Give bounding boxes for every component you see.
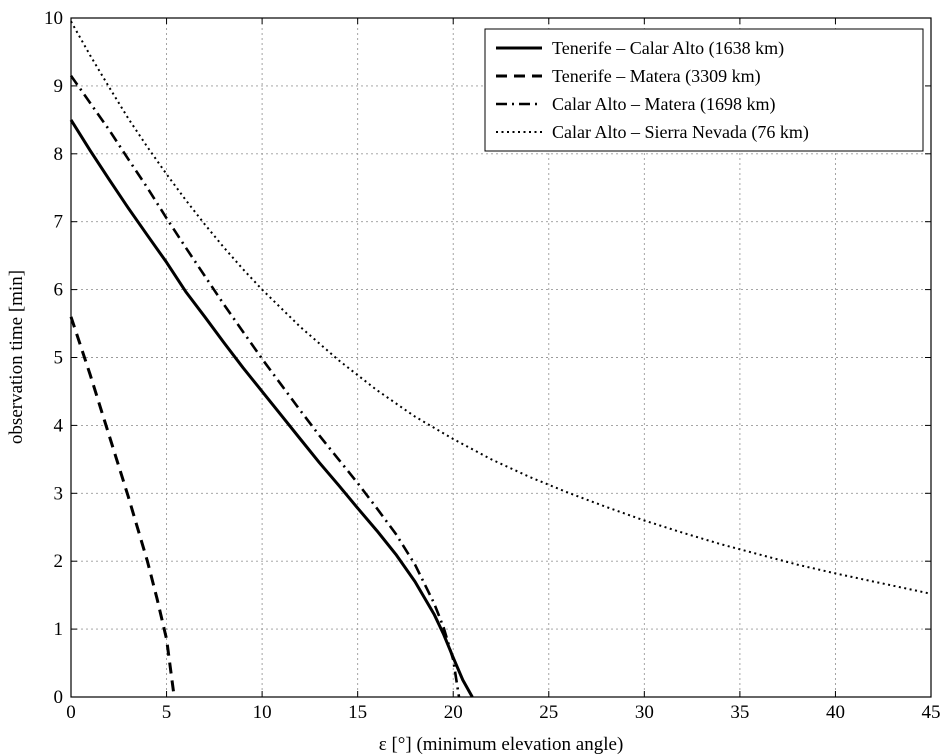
y-tick-label: 5 (54, 348, 64, 369)
y-tick-label: 8 (54, 144, 64, 165)
x-tick-label: 10 (253, 702, 272, 723)
legend-label-3: Calar Alto – Matera (1698 km) (552, 94, 775, 115)
x-tick-label: 25 (539, 702, 558, 723)
y-tick-label: 10 (44, 8, 63, 29)
x-tick-label: 15 (348, 702, 367, 723)
x-tick-label: 45 (922, 702, 941, 723)
y-tick-label: 3 (54, 483, 64, 504)
x-tick-label: 20 (444, 702, 463, 723)
series-line-3 (69, 74, 461, 698)
legend-label-2: Tenerife – Matera (3309 km) (552, 66, 761, 87)
y-tick-label: 1 (54, 619, 64, 640)
legend-label-1: Tenerife – Calar Alto (1638 km) (552, 38, 784, 59)
y-tick-label: 9 (54, 76, 64, 97)
y-tick-label: 0 (54, 687, 64, 708)
y-tick-label: 4 (54, 415, 64, 436)
legend-box (484, 28, 924, 152)
y-tick-label: 7 (54, 212, 64, 233)
x-tick-label: 40 (826, 702, 845, 723)
y-tick-label: 6 (54, 280, 64, 301)
x-tick-label: 0 (66, 702, 76, 723)
legend-label-4: Calar Alto – Sierra Nevada (76 km) (552, 122, 809, 143)
series-line-1 (69, 119, 474, 698)
series-line-4 (70, 20, 932, 595)
x-axis-label: ε [°] (minimum elevation angle) (379, 734, 624, 755)
x-tick-label: 30 (635, 702, 654, 723)
x-tick-label: 5 (162, 702, 172, 723)
series-line-2 (69, 316, 176, 698)
series-lines (69, 20, 932, 698)
legend: Tenerife – Calar Alto (1638 km) Tenerife … (484, 28, 924, 152)
plot-frame (70, 17, 932, 698)
y-axis-label: observation time [min] (6, 270, 27, 444)
x-tick-label: 35 (730, 702, 749, 723)
y-tick-label: 2 (54, 551, 64, 572)
